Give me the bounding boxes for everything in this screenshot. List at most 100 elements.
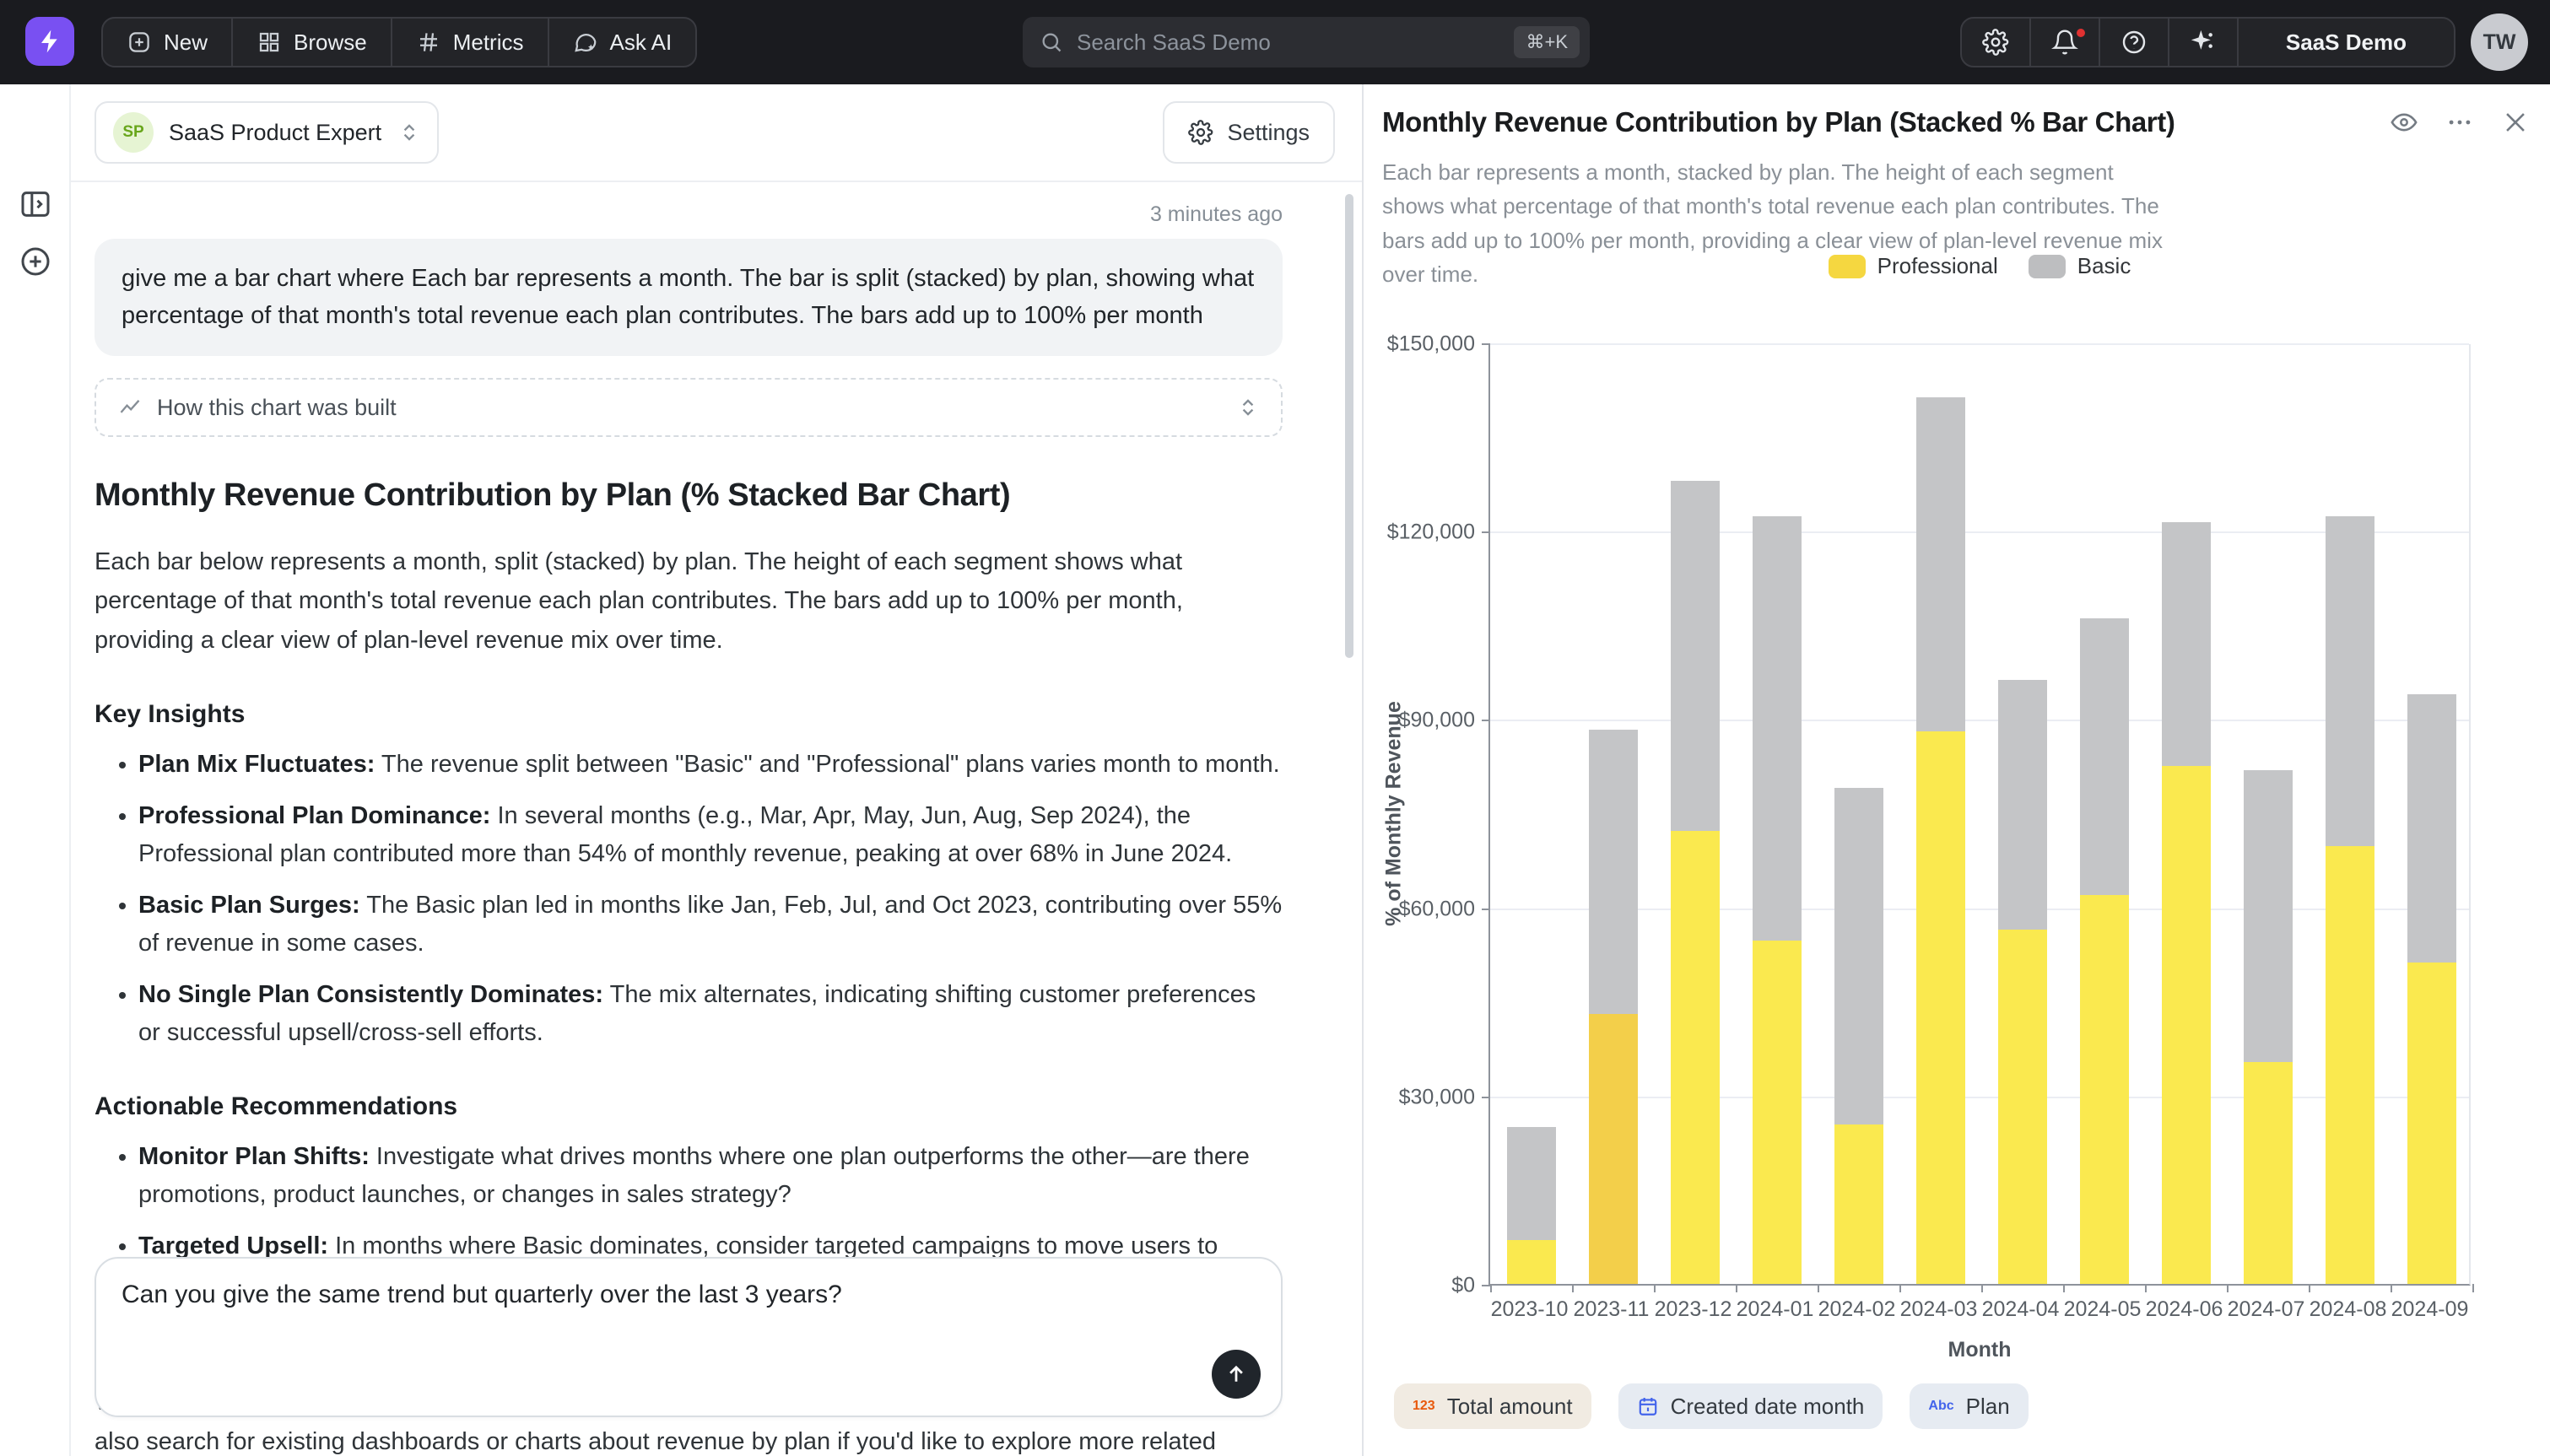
chat-scrollbar[interactable] [1345,194,1353,658]
send-button[interactable] [1212,1350,1261,1399]
x-tick-mark [1654,1284,1656,1292]
calendar-icon [1637,1395,1659,1417]
agent-selector[interactable]: SP SaaS Product Expert [95,101,439,164]
bar-segment-professional[interactable] [1998,930,2047,1284]
bar-segment-basic[interactable] [1998,680,2047,930]
bar-segment-basic[interactable] [1753,516,1802,941]
x-tick-mark [1736,1284,1737,1292]
bar-segment-professional[interactable] [1834,1124,1883,1284]
field-tag-plan[interactable]: AbcPlan [1910,1383,2028,1429]
bar-segment-basic[interactable] [1834,788,1883,1125]
x-tick-label: 2023-10 [1488,1297,1570,1322]
notification-badge [2073,25,2088,40]
nav-item-browse[interactable]: Browse [233,19,392,66]
bar-2024-06 [2145,522,2227,1284]
legend-item-basic[interactable]: Basic [2029,253,2131,279]
user-message: give me a bar chart where Each bar repre… [95,239,1283,356]
bar-segment-basic[interactable] [2244,770,2293,1063]
app-root: NewBrowseMetricsAsk AI Search SaaS Demo … [0,0,2550,1456]
bar-segment-professional[interactable] [1916,731,1965,1284]
ellipsis-icon [2445,108,2474,137]
nav-item-ask-ai[interactable]: Ask AI [549,19,696,66]
bar-segment-professional[interactable] [2407,963,2456,1284]
x-tick-mark [2391,1284,2392,1292]
view-details-button[interactable] [2390,108,2418,137]
help-button[interactable] [2100,19,2169,66]
agent-settings-button[interactable]: Settings [1163,101,1335,164]
collapsed-sidebar [0,84,71,1456]
chat-input[interactable]: Can you give the same trend but quarterl… [95,1257,1283,1417]
close-panel-button[interactable] [2501,108,2530,137]
global-search[interactable]: Search SaaS Demo ⌘+K [1023,17,1590,67]
x-tick-label: 2024-06 [2143,1297,2225,1322]
bar-segment-professional[interactable] [1507,1240,1556,1284]
legend-swatch [2029,255,2066,278]
x-tick-label: 2024-09 [2389,1297,2471,1322]
key-insight-item: Professional Plan Dominance: In several … [138,797,1283,873]
y-tick-mark [1482,343,1490,345]
chart-panel: Monthly Revenue Contribution by Plan (St… [1362,84,2550,1456]
chart-plot-area: $0$30,000$60,000$90,000$120,000$150,000 [1488,344,2471,1286]
x-axis-labels: 2023-102023-112023-122024-012024-022024-… [1488,1297,2471,1322]
key-insight-item: No Single Plan Consistently Dominates: T… [138,976,1283,1052]
more-options-button[interactable] [2445,108,2474,137]
bar-segment-basic[interactable] [2080,618,2129,894]
bar-segment-basic[interactable] [1589,730,1638,1014]
new-chat-button[interactable] [17,243,54,280]
key-insight-item: Basic Plan Surges: The Basic plan led in… [138,887,1283,963]
bar-segment-professional[interactable] [2326,846,2374,1284]
bar-segment-basic[interactable] [2326,516,2374,846]
expand-sidebar-button[interactable] [17,186,54,223]
legend-swatch [1829,255,1866,278]
lightning-bolt-icon [36,28,63,55]
bar-2024-04 [1981,680,2063,1284]
field-tag-created-date-month[interactable]: Created date month [1618,1383,1883,1429]
text-type-icon: Abc [1928,1399,1953,1414]
bar-segment-professional[interactable] [2244,1062,2293,1284]
x-tick-mark [2063,1284,2065,1292]
response-title: Monthly Revenue Contribution by Plan (% … [95,477,1283,514]
bar-segment-professional[interactable] [2162,766,2211,1284]
bar-segment-basic[interactable] [1507,1127,1556,1240]
y-tick-label: $0 [1451,1274,1475,1298]
field-tags: 123Total amount Created date month AbcPlan [1394,1383,2029,1429]
bar-segment-basic[interactable] [2407,694,2456,963]
nav-item-new[interactable]: New [103,19,233,66]
how-chart-built-toggle[interactable]: How this chart was built [95,378,1283,437]
bar-2024-07 [2227,770,2309,1284]
bar-segment-professional[interactable] [2080,895,2129,1284]
legend-item-professional[interactable]: Professional [1829,253,1998,279]
bar-segment-professional[interactable] [1753,941,1802,1284]
bar-segment-basic[interactable] [1916,397,1965,732]
bar-segment-basic[interactable] [2162,522,2211,766]
chat-panel: SP SaaS Product Expert Settings 3 minute… [71,84,1362,1456]
x-tick-label: 2024-01 [1734,1297,1816,1322]
notifications-button[interactable] [2031,19,2100,66]
bar-segment-professional[interactable] [1671,831,1720,1284]
workspace-switcher[interactable]: SaaS Demo [2239,19,2454,66]
search-placeholder: Search SaaS Demo [1077,30,1514,56]
bar-2024-05 [2063,618,2145,1284]
ai-sparkles-button[interactable] [2169,19,2239,66]
how-built-label: How this chart was built [157,395,1222,421]
app-logo[interactable] [25,17,74,66]
key-insight-item: Plan Mix Fluctuates: The revenue split b… [138,746,1283,784]
field-tag-total-amount[interactable]: 123Total amount [1394,1383,1591,1429]
eye-icon [2390,108,2418,137]
x-tick-label: 2024-04 [1980,1297,2061,1322]
response-intro: Each bar below represents a month, split… [95,542,1283,660]
chart-title: Monthly Revenue Contribution by Plan (St… [1382,106,2175,138]
nav-item-metrics[interactable]: Metrics [392,19,549,66]
recommendations-heading: Actionable Recommendations [95,1092,1283,1121]
bar-segment-professional[interactable] [1589,1014,1638,1284]
key-insights-heading: Key Insights [95,700,1283,729]
x-tick-label: 2023-12 [1652,1297,1734,1322]
x-tick-mark [1981,1284,1983,1292]
grid-icon [257,30,282,55]
y-tick-mark [1482,909,1490,910]
x-tick-mark [1899,1284,1901,1292]
settings-gear-button[interactable] [1962,19,2031,66]
y-tick-mark [1482,720,1490,721]
user-avatar[interactable]: TW [2471,13,2528,71]
bar-segment-basic[interactable] [1671,481,1720,830]
